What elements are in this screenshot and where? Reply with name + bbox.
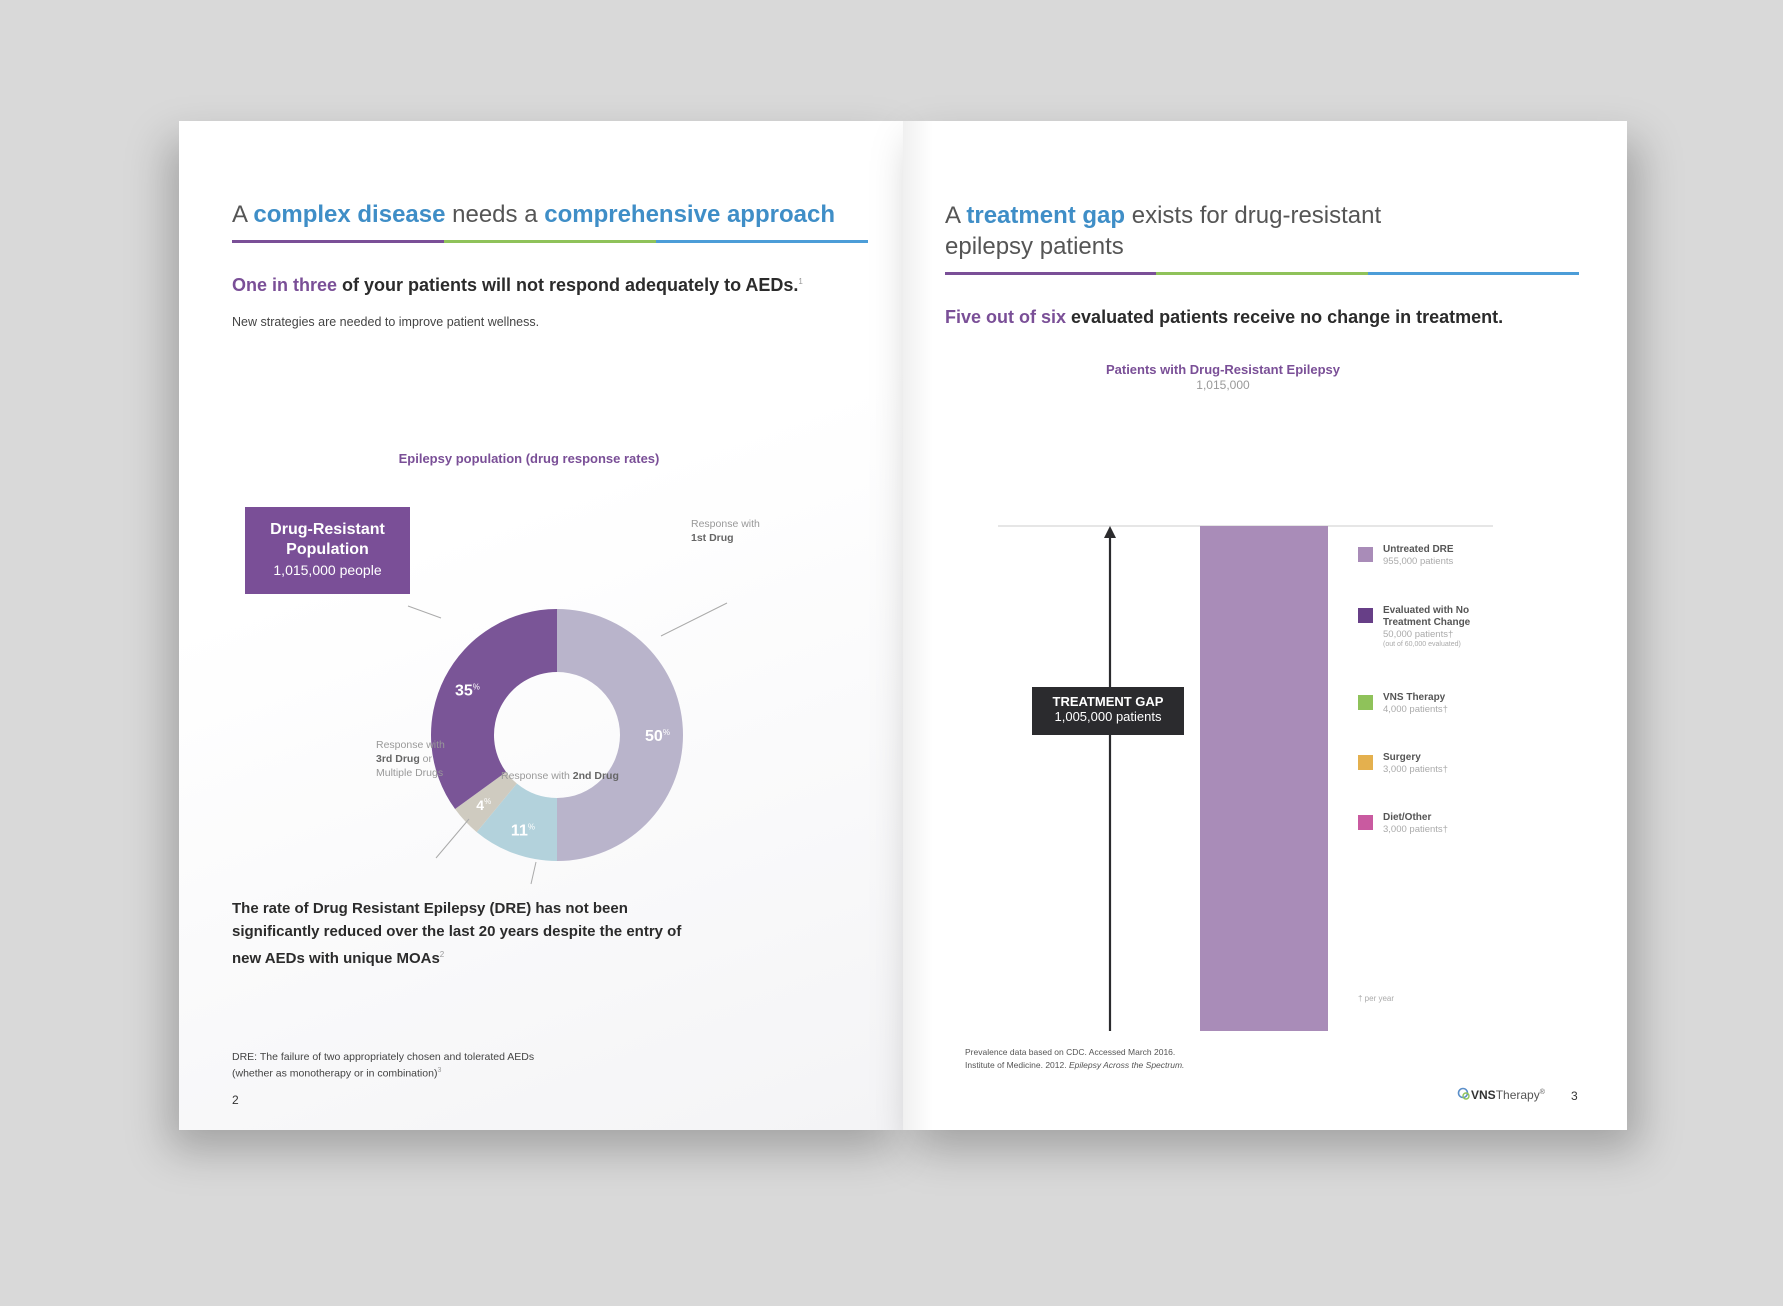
ref-text: Institute of Medicine. 2012. (965, 1060, 1069, 1070)
callout-title-2: Population (286, 541, 369, 558)
callout-title-1: Drug-Resistant (270, 521, 385, 538)
subhead-highlight: One in three (232, 275, 338, 295)
legend-untreated-dre: Untreated DRE 955,000 patients (1358, 544, 1454, 567)
bar-title: Patients with Drug-Resistant Epilepsy (1105, 362, 1341, 377)
subhead-highlight: Five out of six (945, 307, 1067, 327)
intro-text: New strategies are needed to improve pat… (232, 315, 540, 329)
bar-subtitle: 1,015,000 (1196, 378, 1250, 392)
donut-slice (431, 609, 557, 810)
label-text: Multiple Drugs (376, 767, 444, 779)
dre-definition: DRE: The failure of two appropriately ch… (232, 1050, 534, 1081)
footnote-text: DRE: The failure of two appropriately ch… (232, 1051, 535, 1063)
vns-therapy-logo: VNSTherapy® (1457, 1087, 1545, 1102)
logo-reg: ® (1539, 1089, 1545, 1096)
leader-line (660, 602, 728, 637)
gap-value: 1,005,000 patients (1054, 709, 1162, 724)
legend-swatch (1358, 547, 1373, 562)
logo-mark-icon (1457, 1087, 1470, 1100)
label-text: Response with (691, 518, 760, 530)
right-subhead: Five out of six evaluated patients recei… (945, 307, 1503, 328)
stacked-bar-chart (998, 525, 1493, 1031)
label-second-drug: Response with 2nd Drug (501, 769, 619, 783)
arrow-up-icon (1104, 526, 1116, 538)
ref-italic: Epilepsy Across the Spectrum. (1068, 1060, 1185, 1070)
label-text: or (419, 753, 433, 765)
legend-value: 3,000 patients† (1383, 764, 1448, 775)
references: Prevalence data based on CDC. Accessed M… (965, 1046, 1184, 1072)
footnote-ref: 2 (439, 950, 445, 959)
legend-swatch (1358, 695, 1373, 710)
heading-highlight: complex disease (253, 201, 446, 228)
legend-title: Diet/Other (1383, 812, 1432, 823)
donut-chart: 50%11%4%35% (407, 602, 728, 885)
legend-value: 955,000 patients (1383, 556, 1454, 567)
legend-diet: Diet/Other 3,000 patients† (1358, 812, 1448, 835)
donut-slice (557, 609, 683, 861)
page-number-right: 3 (1571, 1089, 1578, 1103)
treatment-gap-box: TREATMENT GAP 1,005,000 patients (1032, 687, 1184, 735)
label-bold: 2nd Drug (572, 770, 619, 782)
legend-note: (out of 60,000 evaluated) (1383, 641, 1461, 648)
subhead-text: of your patients will not respond adequa… (337, 275, 799, 295)
ref-text: Prevalence data based on CDC. Accessed M… (965, 1047, 1176, 1057)
subhead-text: evaluated patients receive no change in … (1066, 307, 1504, 327)
legend-value: 3,000 patients† (1383, 824, 1448, 835)
leader-line (407, 605, 442, 619)
legend-title: Untreated DRE (1383, 544, 1454, 555)
left-subhead: One in three of your patients will not r… (232, 275, 803, 296)
legend-title: Surgery (1383, 752, 1421, 763)
legend-value: 50,000 patients† (1383, 629, 1454, 640)
per-year-note: † per year (1358, 994, 1395, 1003)
legend-surgery: Surgery 3,000 patients† (1358, 752, 1448, 775)
right-heading: A treatment gap exists for drug-resistan… (945, 200, 1465, 262)
label-first-drug: Response with 1st Drug (691, 517, 760, 545)
heading-text: A (945, 202, 967, 229)
right-page: A treatment gap exists for drug-resistan… (903, 121, 1627, 1130)
pie-title: Epilepsy population (drug response rates… (398, 451, 660, 466)
donut-slice (455, 772, 517, 833)
heading-highlight: comprehensive approach (544, 201, 835, 228)
dre-statement: The rate of Drug Resistant Epilepsy (DRE… (232, 897, 712, 970)
label-third-drug: Response with 3rd Drug or Multiple Drugs (376, 738, 445, 780)
legend-no-change: Evaluated with No Treatment Change 50,000… (1358, 605, 1503, 649)
leader-line (435, 818, 470, 859)
heading-text: A (232, 201, 254, 228)
logo-bold: VNS (1471, 1088, 1496, 1102)
left-page: A complex disease needs a comprehensive … (179, 121, 903, 1130)
legend-swatch (1358, 608, 1373, 623)
leader-line (530, 861, 537, 885)
logo-text: Therapy (1495, 1088, 1540, 1102)
heading-text: epilepsy patients (945, 233, 1124, 260)
label-bold: 1st Drug (691, 532, 734, 544)
label-text: Response with (501, 770, 573, 782)
drug-resistant-callout: Drug-Resistant Population 1,015,000 peop… (245, 507, 410, 594)
footnote-text: (whether as monotherapy or in combinatio… (232, 1067, 438, 1080)
legend-swatch (1358, 815, 1373, 830)
gap-title: TREATMENT GAP (1052, 694, 1164, 709)
heading-text: exists for drug-resistant (1125, 202, 1382, 229)
bar-segment (1200, 526, 1328, 1031)
heading-rule (945, 272, 1579, 275)
donut-slice (476, 783, 557, 861)
heading-rule (232, 240, 868, 243)
spine-shadow (903, 121, 933, 1130)
heading-highlight: treatment gap (966, 202, 1126, 229)
footnote-ref: 3 (437, 1067, 442, 1074)
callout-value: 1,015,000 people (273, 562, 382, 578)
quote-text: The rate of Drug Resistant Epilepsy (DRE… (232, 900, 682, 967)
legend-vns: VNS Therapy 4,000 patients† (1358, 692, 1448, 715)
label-bold: 3rd Drug (376, 753, 420, 765)
left-heading: A complex disease needs a comprehensive … (232, 199, 835, 230)
legend-value: 4,000 patients† (1383, 704, 1448, 715)
legend-swatch (1358, 755, 1373, 770)
heading-text: needs a (445, 201, 545, 228)
legend-title: VNS Therapy (1383, 692, 1446, 703)
label-text: Response with (376, 739, 445, 751)
page-number-left: 2 (232, 1093, 239, 1107)
footnote-ref: 1 (798, 277, 803, 286)
legend-title: Evaluated with No Treatment Change (1383, 605, 1471, 628)
